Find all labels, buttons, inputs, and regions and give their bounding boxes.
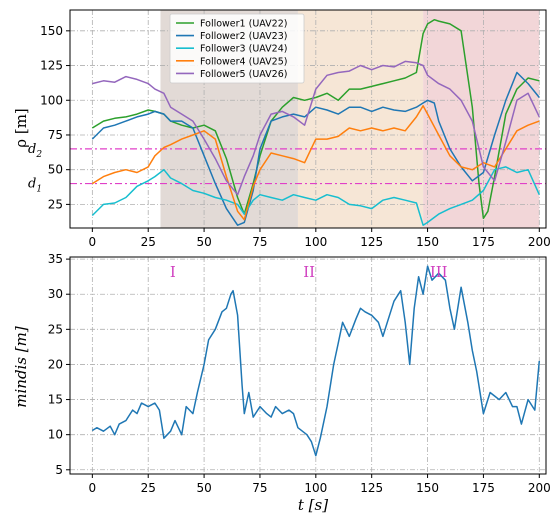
threshold-subscript: 2 — [35, 150, 42, 160]
x-tick-label: 75 — [252, 235, 267, 249]
x-axis-label-time: t [s] — [298, 496, 328, 514]
legend-label: Follower3 (UAV24) — [200, 44, 287, 55]
y-tick-label: 75 — [48, 128, 63, 142]
threshold-symbol: d — [28, 177, 36, 192]
x-tick-label: 100 — [304, 235, 327, 249]
plot-frame — [69, 9, 547, 229]
phase-label: III — [430, 263, 448, 281]
threshold-label: d2 — [28, 142, 42, 160]
x-tick-label: 125 — [360, 235, 383, 249]
x-tick-label: 175 — [472, 481, 495, 495]
plot-frame — [69, 256, 547, 475]
y-tick-label: 30 — [48, 287, 63, 301]
series-line-5 — [92, 60, 540, 196]
x-tick-label: 0 — [89, 481, 97, 495]
y-tick-label: 50 — [48, 163, 63, 177]
threshold-symbol: d — [28, 142, 36, 157]
y-tick-label: 25 — [48, 197, 63, 211]
x-tick-label: 175 — [472, 235, 495, 249]
y-tick-label: 15 — [48, 393, 63, 407]
legend-label: Follower5 (UAV26) — [200, 69, 287, 80]
x-tick-label: 125 — [360, 481, 383, 495]
x-tick-label: 25 — [141, 235, 156, 249]
legend-box — [169, 13, 305, 84]
y-axis-label-mindis: mindis [m] — [12, 326, 30, 408]
legend-label: Follower4 (UAV25) — [200, 56, 287, 67]
threshold-subscript: 1 — [36, 185, 42, 195]
y-tick-label: 5 — [55, 463, 63, 477]
x-tick-label: 50 — [196, 481, 211, 495]
x-tick-label: 75 — [252, 481, 267, 495]
y-tick-label: 20 — [48, 357, 63, 371]
legend-label: Follower1 (UAV22) — [200, 19, 287, 30]
y-tick-label: 35 — [48, 252, 63, 266]
legend-label: Follower2 (UAV23) — [200, 31, 287, 42]
series-line-3 — [91, 166, 540, 226]
series-line-2 — [91, 71, 540, 226]
y-tick-label: 150 — [40, 24, 63, 38]
y-tick-label: 25 — [48, 322, 63, 336]
x-tick-label: 50 — [196, 235, 211, 249]
x-tick-label: 150 — [416, 235, 439, 249]
x-tick-label: 100 — [304, 481, 327, 495]
phase-label: II — [303, 263, 315, 281]
x-tick-label: 25 — [141, 481, 156, 495]
shaded-region — [297, 10, 424, 228]
series-line-4 — [91, 105, 540, 221]
x-tick-label: 0 — [89, 235, 97, 249]
x-tick-label: 200 — [528, 235, 551, 249]
threshold-label: d1 — [28, 177, 42, 195]
x-tick-label: 200 — [528, 481, 551, 495]
y-tick-label: 125 — [40, 59, 63, 73]
y-axis-label-rho: ρ [m] — [12, 108, 30, 148]
series-line-1 — [91, 265, 541, 457]
y-tick-label: 100 — [40, 93, 63, 107]
x-tick-label: 150 — [416, 481, 439, 495]
phase-label: I — [170, 263, 176, 281]
y-tick-label: 10 — [48, 428, 63, 442]
